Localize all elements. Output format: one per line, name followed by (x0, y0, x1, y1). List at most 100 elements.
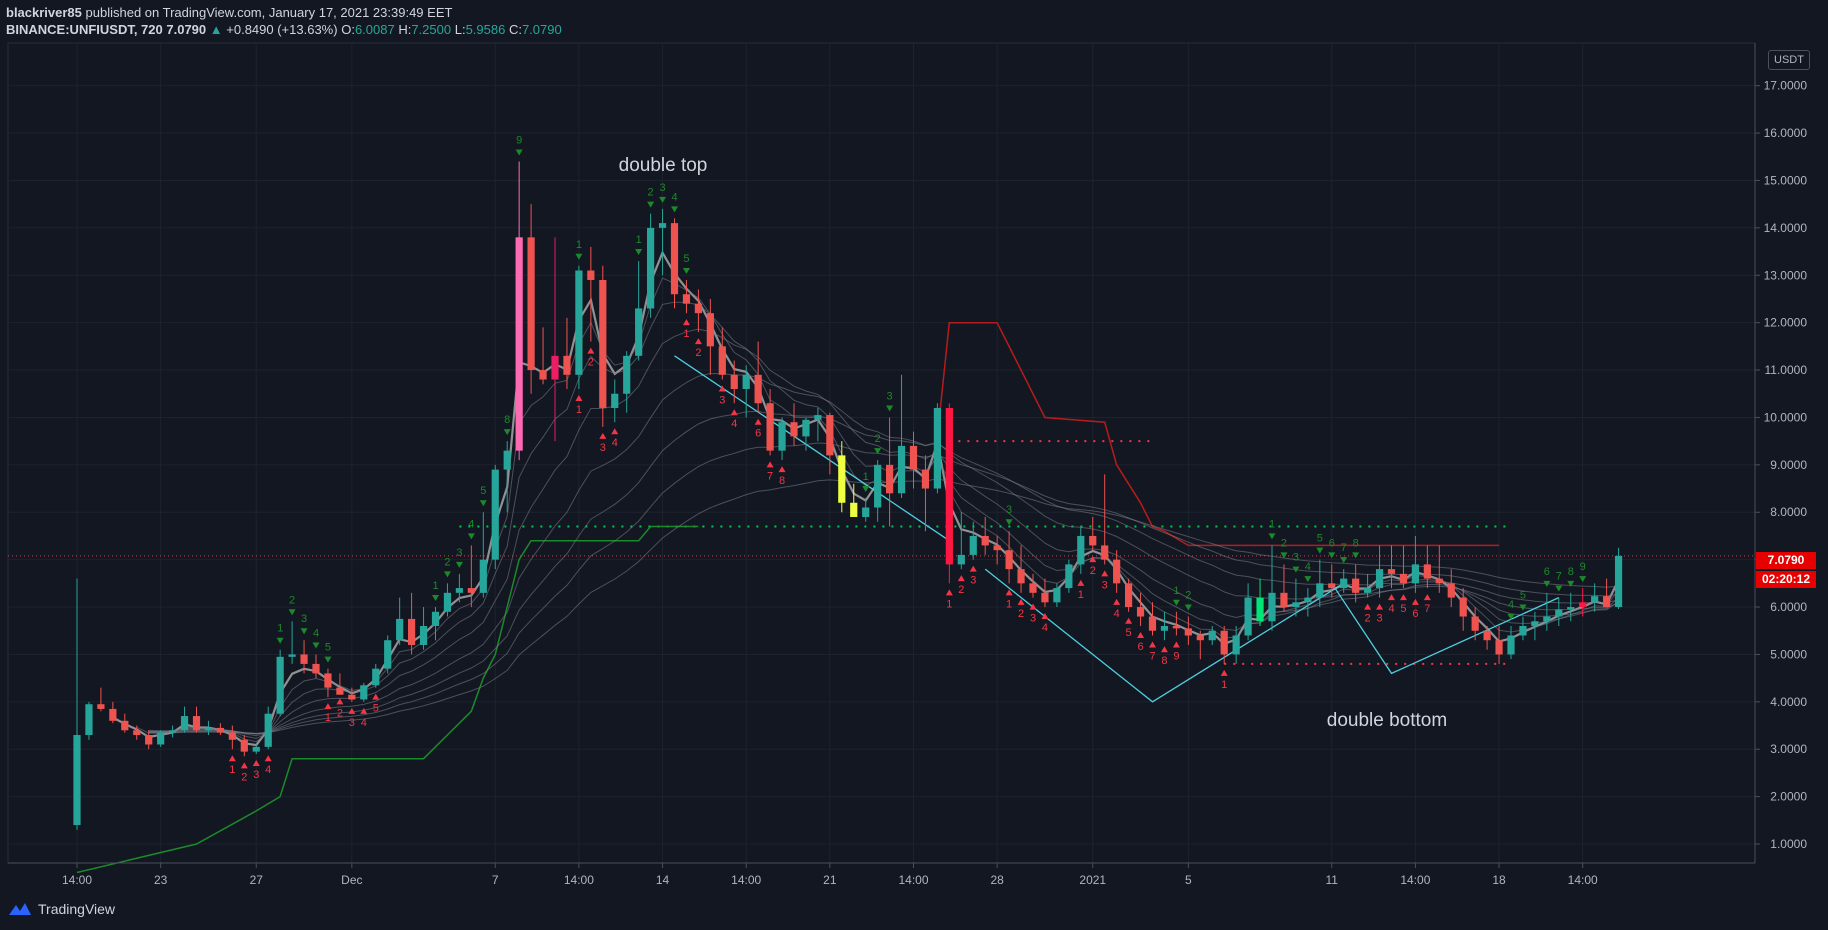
candle-body (336, 687, 344, 695)
sell-signal-count: 1 (1078, 589, 1084, 601)
buy-signal-arrow (862, 486, 870, 493)
buy-signal-arrow (276, 637, 284, 644)
tradingview-logo-icon (9, 903, 31, 915)
x-tick-label: 28 (990, 873, 1004, 887)
footer: TradingView (0, 895, 1828, 930)
sell-signal-arrow (1125, 617, 1133, 624)
candle-body (1113, 559, 1121, 584)
candle-body (503, 450, 511, 470)
candle-body (515, 237, 523, 451)
buy-signal-count: 5 (1317, 533, 1323, 545)
candle-body (1029, 583, 1037, 593)
ema-line (148, 478, 1619, 735)
x-tick-label: 7 (492, 873, 499, 887)
buy-signal-arrow (1352, 552, 1360, 559)
sell-signal-count: 4 (361, 717, 367, 729)
sell-signal-count: 1 (325, 712, 331, 724)
buy-signal-count: 7 (1341, 542, 1347, 554)
candle-body (443, 592, 452, 612)
x-tick-label: 11 (1326, 873, 1339, 887)
buy-signal-arrow (455, 561, 463, 568)
price-axis[interactable]: 1.00002.00003.00004.00005.00006.00007.00… (1754, 43, 1808, 863)
x-tick-label: 14:00 (1568, 873, 1598, 887)
grid-lines (7, 42, 1756, 864)
x-tick-label: 23 (154, 873, 168, 887)
close-label: C: (508, 22, 522, 37)
candle-body (300, 654, 308, 664)
chart-header: blackriver85 published on TradingView.co… (0, 0, 1828, 42)
publisher-name[interactable]: blackriver85 (6, 5, 82, 20)
sell-signal-arrow (1220, 669, 1228, 676)
candle-body (1053, 588, 1061, 603)
candle-body (204, 727, 213, 731)
sell-signal-count: 3 (349, 717, 355, 729)
double-bottom-annotation: double bottom (1327, 710, 1447, 731)
double-top-annotation: double top (619, 155, 708, 176)
buy-signal-arrow (515, 149, 523, 156)
candle-body (1435, 578, 1443, 584)
buy-signal-count: 5 (1520, 590, 1526, 602)
candle-body (551, 355, 559, 380)
sell-signal-arrow (1137, 632, 1145, 639)
x-tick-label: 14 (656, 873, 670, 887)
sell-signal-arrow (1160, 646, 1168, 653)
sell-signal-count: 3 (970, 575, 976, 587)
buy-signal-count: 1 (277, 623, 283, 635)
publish-line: blackriver85 published on TradingView.co… (6, 5, 452, 20)
candles (73, 161, 1623, 830)
y-tick-label: 6.0000 (1770, 600, 1807, 614)
sell-signal-arrow (1005, 589, 1013, 596)
level-lines (8, 321, 1755, 874)
sell-signal-count: 4 (612, 437, 618, 449)
buy-signal-arrow (1005, 519, 1013, 526)
y-tick-label: 16.0000 (1764, 126, 1808, 140)
candle-body (252, 746, 260, 752)
buy-signal-count: 8 (504, 414, 510, 426)
buy-signal-count: 2 (875, 433, 881, 445)
buy-signal-count: 7 (1556, 571, 1562, 583)
buy-signal-arrow (635, 249, 643, 256)
sell-signal-arrow (778, 466, 786, 473)
sell-signal-arrow (1399, 594, 1407, 601)
sell-signal-arrow (1423, 594, 1431, 601)
candle-body (228, 732, 236, 740)
tradingview-logo[interactable]: TradingView (8, 901, 115, 917)
candle-body (431, 611, 440, 627)
sell-signal-arrow (766, 461, 774, 468)
candle-body (718, 346, 726, 375)
candle-body (384, 640, 392, 669)
x-tick-label: 14:00 (564, 873, 594, 887)
sell-signal-arrow (336, 698, 344, 705)
buy-signal-arrow (503, 429, 511, 436)
candle-body (862, 507, 870, 517)
time-axis[interactable]: 14:00 23 27 Dec 7 14:00 14 14:00 21 14:00 28 2021 5 1… (8, 862, 1755, 887)
sell-signal-arrow (575, 395, 583, 402)
ema-line (148, 301, 1619, 739)
candle-body (957, 554, 965, 565)
sell-signal-count: 7 (767, 470, 773, 482)
candle-body (838, 455, 846, 503)
candle-body (1077, 535, 1085, 565)
y-tick-label: 14.0000 (1764, 221, 1808, 235)
candle-body (1555, 609, 1563, 617)
candle-body (1352, 578, 1360, 593)
candle-body (1220, 630, 1228, 655)
sell-signal-arrow (694, 338, 702, 345)
y-tick-label: 8.0000 (1770, 505, 1807, 519)
candle-body (1603, 596, 1611, 608)
currency-button[interactable]: USDT (1768, 50, 1810, 70)
sell-signal-arrow (957, 575, 965, 582)
symbol-label[interactable]: BINANCE:UNFIUSDT, 720 (6, 22, 163, 37)
candle-body (1579, 602, 1587, 608)
sell-signal-count: 8 (779, 475, 785, 487)
buy-signal-arrow (1316, 547, 1324, 554)
buy-signal-count: 3 (301, 613, 307, 625)
candle-body (682, 294, 691, 304)
x-tick-label: 18 (1492, 873, 1506, 887)
candle-body (1292, 602, 1300, 608)
low-label: L: (454, 22, 466, 37)
candle-body (1172, 626, 1180, 629)
y-tick-label: 5.0000 (1770, 647, 1807, 661)
x-tick-label: 21 (823, 873, 837, 887)
